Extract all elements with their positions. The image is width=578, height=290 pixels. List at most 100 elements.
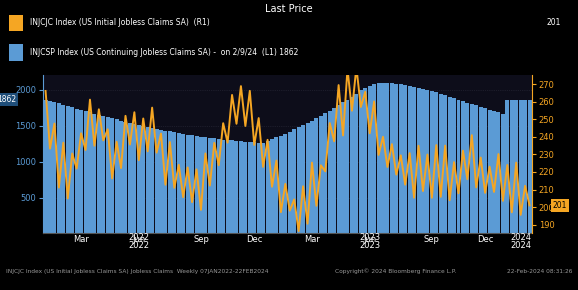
Bar [101, 116, 105, 233]
Bar [132, 124, 136, 233]
Text: Copyright© 2024 Bloomberg Finance L.P.: Copyright© 2024 Bloomberg Finance L.P. [335, 269, 457, 274]
Bar [279, 135, 283, 233]
Bar [421, 89, 425, 233]
Bar [470, 104, 474, 233]
Bar [221, 139, 225, 233]
Bar [217, 139, 221, 233]
Bar [48, 101, 52, 233]
Text: Last Price: Last Price [265, 4, 313, 14]
Text: 2022: 2022 [128, 233, 149, 242]
Bar [465, 103, 469, 233]
Bar [346, 99, 350, 233]
Bar [386, 83, 390, 233]
Bar [150, 128, 154, 233]
Text: 22-Feb-2024 08:31:26: 22-Feb-2024 08:31:26 [507, 269, 572, 274]
Text: 201: 201 [553, 201, 567, 210]
Bar [79, 110, 83, 233]
Bar [84, 111, 87, 233]
Bar [354, 94, 358, 233]
Bar [390, 84, 394, 233]
Bar [417, 88, 421, 233]
Bar [270, 139, 274, 233]
Text: 2022: 2022 [128, 240, 149, 250]
Bar [248, 142, 252, 233]
Bar [439, 94, 443, 233]
Bar [350, 97, 354, 233]
Bar [377, 83, 380, 233]
Bar [141, 126, 145, 233]
Bar [461, 101, 465, 233]
Bar [457, 99, 461, 233]
Bar [483, 108, 487, 233]
Bar [243, 142, 247, 233]
Bar [394, 84, 398, 233]
Bar [479, 107, 483, 233]
Bar [75, 108, 79, 233]
Bar [88, 112, 92, 233]
Bar [265, 141, 269, 233]
Bar [475, 106, 478, 233]
Bar [510, 100, 514, 233]
Bar [177, 133, 181, 233]
Bar [359, 90, 363, 233]
Bar [518, 100, 523, 233]
Bar [114, 119, 118, 233]
Bar [43, 100, 47, 233]
Bar [186, 135, 190, 233]
Bar [168, 131, 172, 233]
Bar [239, 141, 243, 233]
Bar [66, 106, 70, 233]
Bar [275, 137, 279, 233]
Text: 2024: 2024 [510, 233, 531, 242]
Bar [225, 140, 229, 233]
Bar [501, 114, 505, 233]
Bar [97, 115, 101, 233]
Bar [430, 91, 434, 233]
Bar [92, 114, 97, 233]
Text: 2024: 2024 [510, 240, 531, 250]
Bar [199, 137, 203, 233]
Bar [434, 93, 438, 233]
Bar [53, 102, 57, 233]
Text: 201: 201 [546, 18, 561, 27]
Bar [235, 141, 239, 233]
Text: INJCJC Index (US Initial Jobless Claims SA) Jobless Claims  Weekly 07JAN2022-22F: INJCJC Index (US Initial Jobless Claims … [6, 269, 268, 274]
Bar [497, 112, 501, 233]
Bar [412, 87, 416, 233]
Bar [110, 118, 114, 233]
Bar [61, 105, 65, 233]
Bar [368, 86, 372, 233]
Bar [172, 132, 176, 233]
Bar [257, 143, 261, 233]
Bar [57, 104, 61, 233]
FancyBboxPatch shape [9, 15, 23, 31]
Bar [106, 117, 110, 233]
Text: INJCSP Index (US Continuing Jobless Claims SA) -  on 2/9/24  (L1) 1862: INJCSP Index (US Continuing Jobless Clai… [30, 48, 298, 57]
Text: INJCJC Index (US Initial Jobless Claims SA)  (R1): INJCJC Index (US Initial Jobless Claims … [30, 18, 210, 27]
Bar [288, 131, 292, 233]
Bar [230, 140, 234, 233]
Bar [146, 127, 150, 233]
Bar [164, 130, 168, 233]
Bar [425, 90, 429, 233]
Bar [292, 129, 296, 233]
Bar [332, 108, 336, 233]
Bar [252, 142, 256, 233]
Bar [283, 133, 287, 233]
Bar [328, 110, 332, 233]
Bar [306, 123, 310, 233]
Bar [505, 100, 509, 233]
Bar [403, 85, 407, 233]
Bar [314, 118, 318, 233]
Bar [119, 121, 123, 233]
Bar [523, 100, 527, 233]
Bar [372, 84, 376, 233]
Bar [447, 97, 451, 233]
Bar [297, 127, 301, 233]
Bar [203, 137, 208, 233]
Bar [323, 113, 327, 233]
Text: 2023: 2023 [359, 233, 380, 242]
Bar [528, 100, 532, 233]
Text: 2023: 2023 [359, 240, 380, 250]
Bar [319, 116, 323, 233]
